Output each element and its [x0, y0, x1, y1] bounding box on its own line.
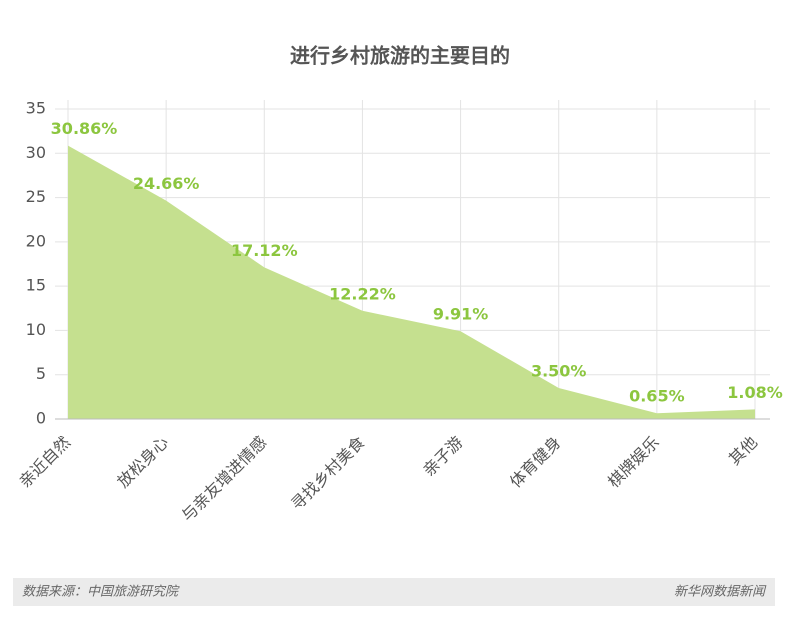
- value-label: 9.91%: [433, 305, 489, 324]
- value-label: 0.65%: [629, 387, 685, 406]
- x-tick-label: 寻找乡村美食: [287, 433, 368, 514]
- y-tick-label: 5: [36, 364, 46, 383]
- credit: 新华网数据新闻: [674, 585, 767, 600]
- value-label: 17.12%: [231, 241, 298, 260]
- y-tick-label: 25: [26, 187, 46, 206]
- y-tick-label: 15: [26, 276, 46, 295]
- y-tick-label: 10: [26, 320, 46, 339]
- source: 数据来源：中国旅游研究院: [22, 584, 180, 600]
- x-tick-label: 亲近自然: [15, 433, 74, 492]
- value-label: 3.50%: [531, 362, 587, 381]
- value-label: 12.22%: [329, 284, 396, 303]
- value-label: 24.66%: [133, 174, 200, 193]
- x-tick-label: 棋牌娱乐: [604, 433, 663, 492]
- chart-title: 进行乡村旅游的主要目的: [290, 44, 510, 68]
- x-tick-label: 体育健身: [506, 433, 565, 492]
- footer-band: [13, 578, 775, 606]
- y-tick-label: 30: [26, 143, 46, 162]
- x-tick-label: 亲子游: [419, 433, 466, 480]
- value-label: 1.08%: [727, 383, 783, 402]
- y-tick-label: 0: [36, 409, 46, 428]
- y-tick-label: 20: [26, 231, 46, 250]
- area: [68, 145, 755, 419]
- x-tick-label: 放松身心: [113, 433, 172, 492]
- y-tick-label: 35: [26, 99, 46, 118]
- value-label: 30.86%: [51, 119, 118, 138]
- x-tick-label: 其他: [725, 433, 761, 469]
- x-tick-label: 与亲友增进情感: [178, 433, 271, 526]
